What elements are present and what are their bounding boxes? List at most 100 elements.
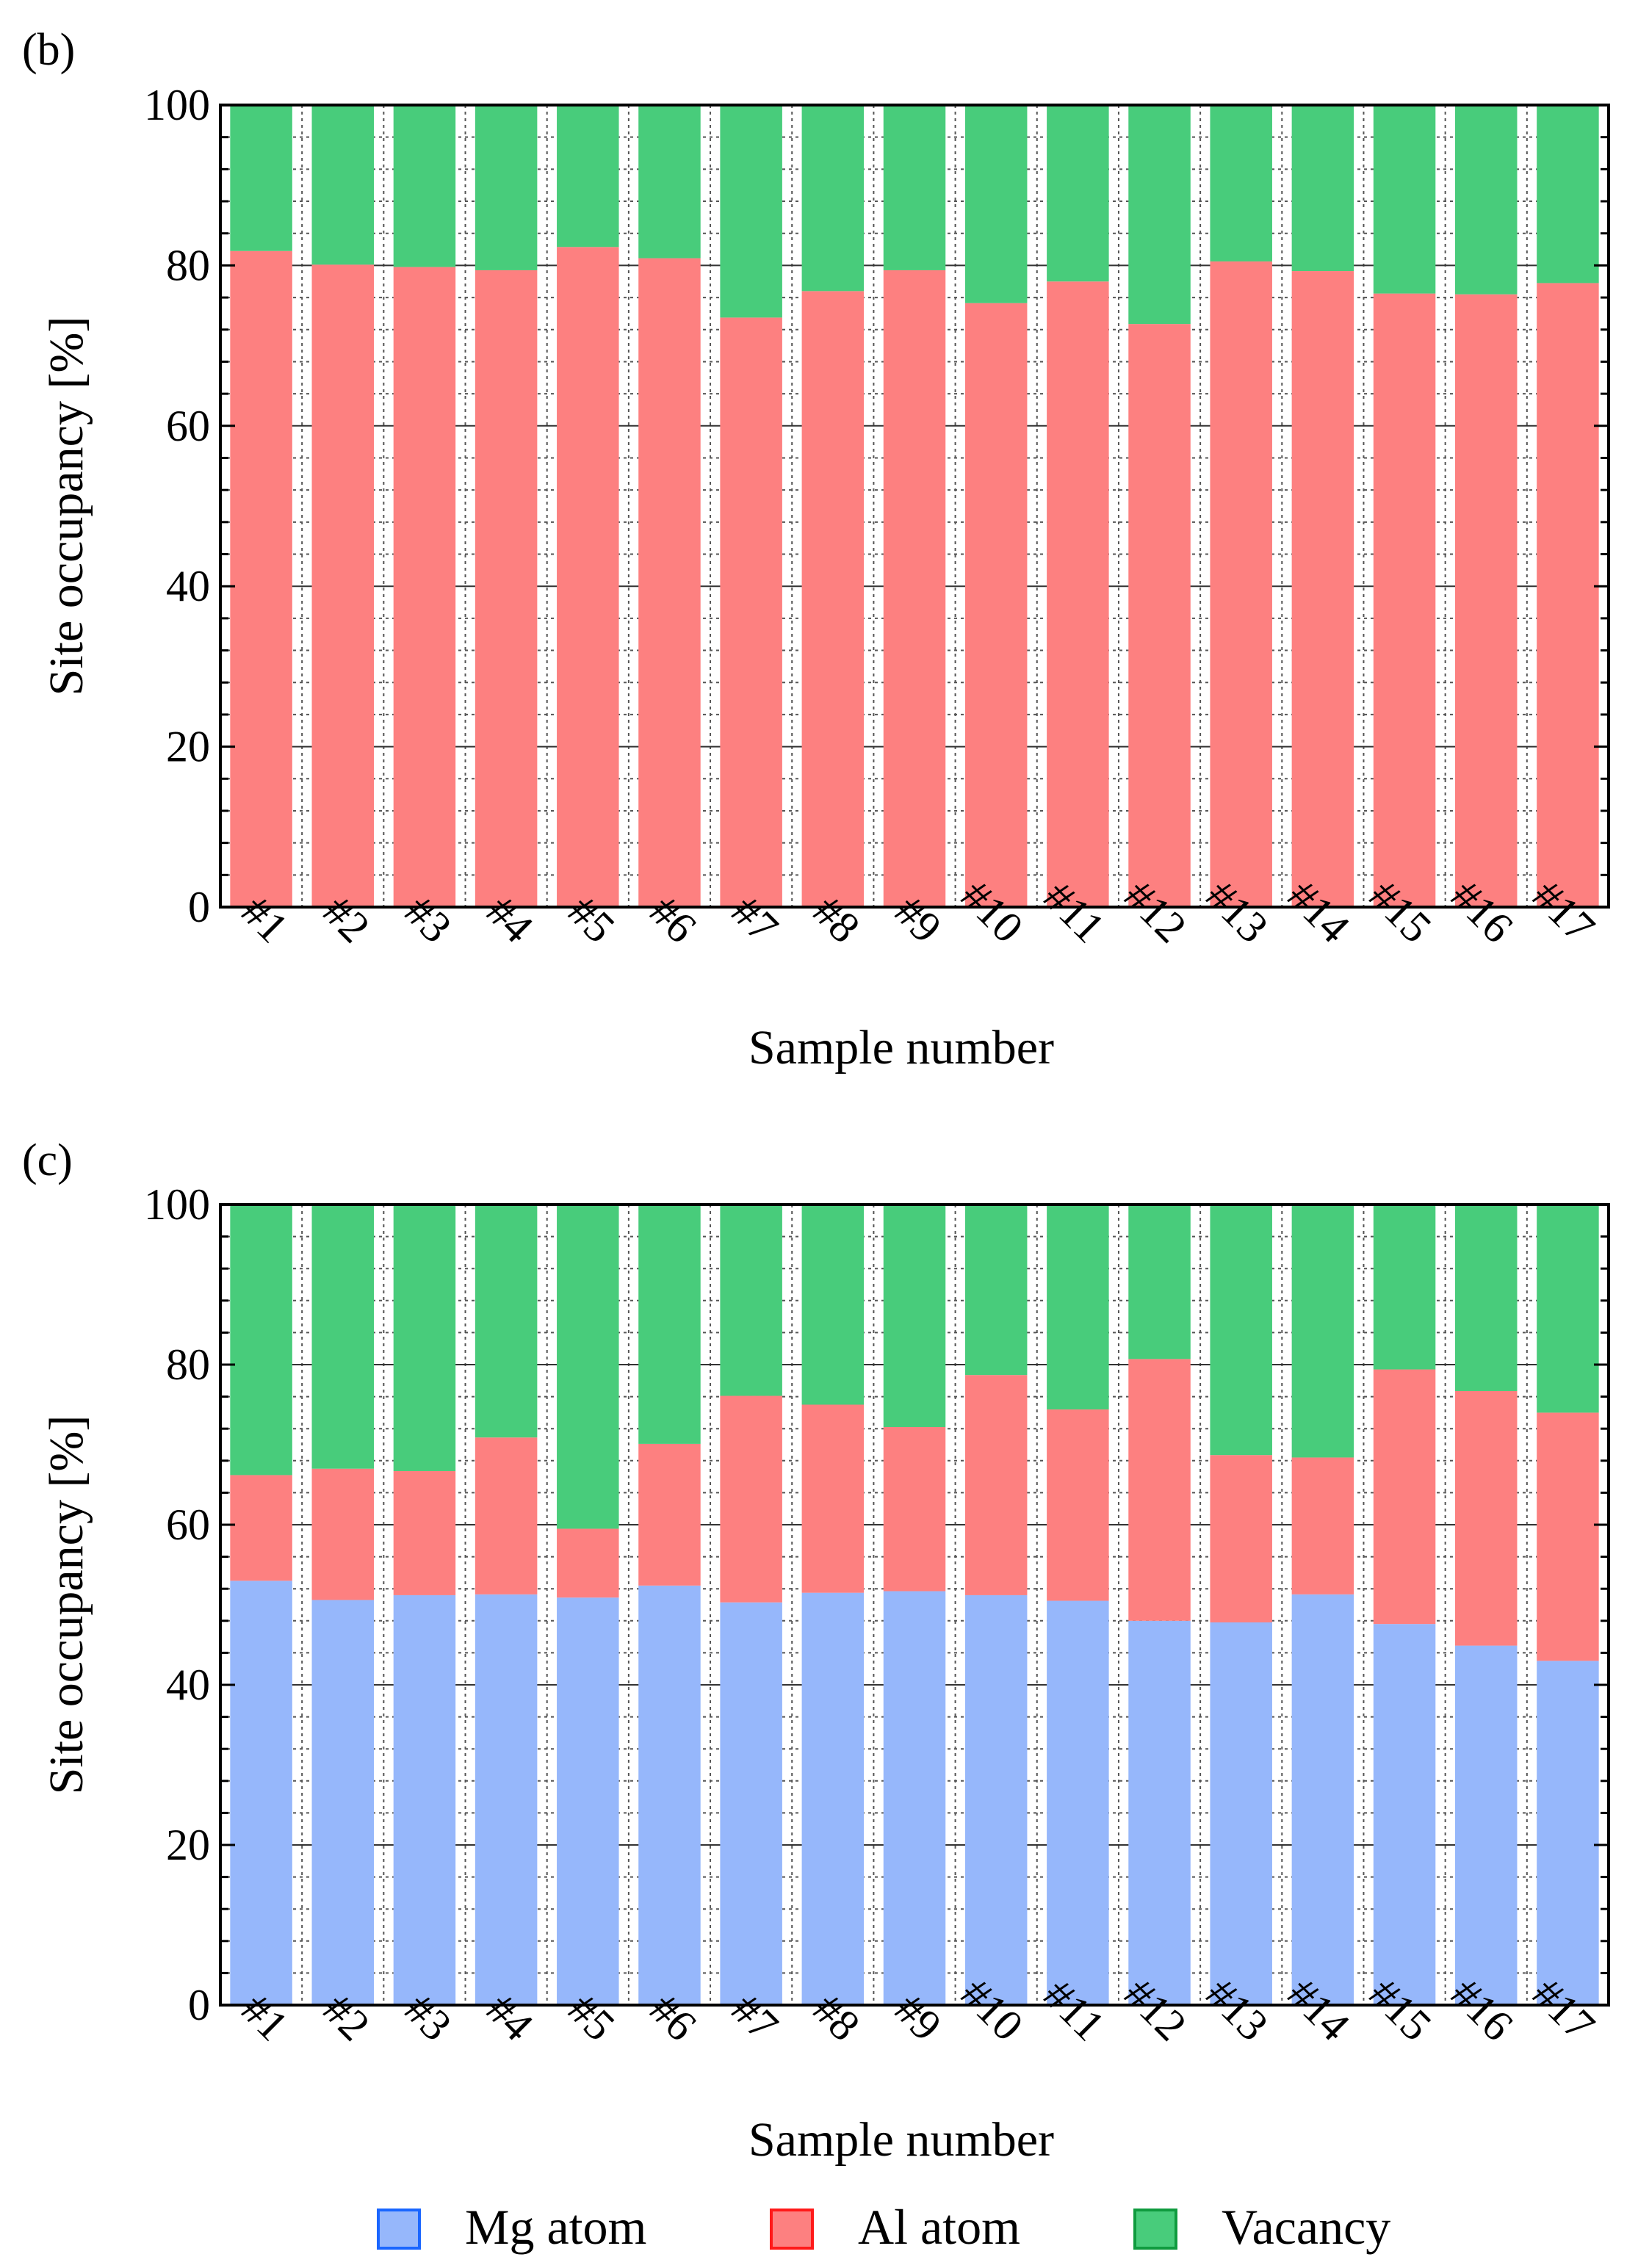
plot-frame <box>219 1203 1610 2007</box>
bar-mg <box>1373 1624 1436 2005</box>
bar-vacancy <box>1047 105 1109 282</box>
bar-al <box>638 1443 701 1586</box>
bar-al <box>1454 294 1518 907</box>
bar-vacancy <box>1454 1205 1518 1391</box>
legend-label-vacancy: Vacancy <box>1222 2199 1390 2255</box>
bar-al <box>801 291 865 907</box>
y-tick-label: 100 <box>144 1180 210 1229</box>
bar-vacancy <box>311 1205 375 1469</box>
panel-label: (b) <box>22 25 75 75</box>
bar-al <box>964 1375 1028 1595</box>
panel-label: (c) <box>22 1135 73 1185</box>
bar-vacancy <box>638 105 701 259</box>
y-axis-title: Site occupancy [%] <box>40 1415 93 1795</box>
bar-vacancy <box>801 1205 865 1405</box>
legend-swatch-vacancy <box>1133 2209 1177 2250</box>
bar-al <box>1047 1409 1109 1601</box>
x-axis-title: Sample number <box>748 2113 1054 2167</box>
bar-al <box>1454 1390 1518 1646</box>
bar-al <box>964 303 1028 907</box>
bar-mg <box>475 1594 538 2005</box>
bar-vacancy <box>1210 1205 1272 1456</box>
bar-al <box>801 1404 865 1593</box>
legend-swatch-mg <box>377 2209 421 2250</box>
bar-vacancy <box>801 105 865 292</box>
bar-mg <box>1537 1661 1599 2005</box>
bar-vacancy <box>1454 105 1518 295</box>
bar-al <box>1373 293 1436 907</box>
bar-mg <box>311 1600 375 2005</box>
bar-al <box>311 1468 375 1600</box>
y-axis-title: Site occupancy [%] <box>40 317 93 696</box>
bar-al <box>638 258 701 907</box>
y-tick-label: 40 <box>166 1661 210 1709</box>
bar-vacancy <box>1373 1205 1436 1370</box>
y-tick-label: 20 <box>166 723 210 771</box>
bar-al <box>1128 1359 1191 1621</box>
bar-vacancy <box>1047 1205 1109 1410</box>
bar-vacancy <box>638 1205 701 1444</box>
bar-al <box>1047 281 1109 907</box>
bar-al <box>1291 1457 1354 1595</box>
bar-al <box>1128 324 1191 908</box>
bar-mg <box>964 1595 1028 2005</box>
bar-mg <box>720 1602 782 2005</box>
legend-swatch-al <box>770 2209 814 2250</box>
bar-al <box>475 270 538 907</box>
bar-vacancy <box>1291 105 1354 272</box>
bar-mg <box>801 1592 865 2005</box>
bar-al <box>1210 261 1272 907</box>
legend-label-mg: Mg atom <box>465 2199 646 2255</box>
bar-al <box>393 1470 456 1595</box>
bar-al <box>1537 283 1599 907</box>
legend: Mg atom Al atom Vacancy <box>377 2199 1390 2255</box>
bar-al <box>720 1395 782 1603</box>
plot-frame <box>219 104 1610 909</box>
bar-vacancy <box>720 105 782 318</box>
bar-mg <box>1047 1600 1109 2005</box>
y-tick-label: 20 <box>166 1821 210 1869</box>
x-axis-title: Sample number <box>748 1021 1054 1075</box>
bar-vacancy <box>720 1205 782 1396</box>
bar-mg <box>1210 1622 1272 2005</box>
bar-al <box>720 317 782 907</box>
bar-vacancy <box>964 1205 1028 1376</box>
bar-vacancy <box>557 1205 619 1529</box>
bar-mg <box>1128 1620 1191 2005</box>
bar-al <box>475 1437 538 1595</box>
bar-al <box>230 250 292 907</box>
bar-vacancy <box>393 1205 456 1471</box>
y-tick-label: 60 <box>166 1500 210 1549</box>
bar-vacancy <box>475 1205 538 1438</box>
y-tick-label: 80 <box>166 1340 210 1389</box>
bar-vacancy <box>1128 105 1191 325</box>
bar-al <box>1210 1455 1272 1622</box>
bar-mg <box>393 1595 456 2005</box>
bar-mg <box>557 1597 619 2005</box>
y-tick-label: 40 <box>166 562 210 610</box>
bar-mg <box>1454 1645 1518 2005</box>
bar-mg <box>230 1581 292 2005</box>
bar-vacancy <box>883 1205 946 1428</box>
bar-vacancy <box>883 105 946 270</box>
y-tick-label: 100 <box>144 81 210 129</box>
bar-vacancy <box>311 105 375 265</box>
bar-vacancy <box>964 105 1028 303</box>
bar-vacancy <box>1373 105 1436 294</box>
bar-al <box>883 270 946 907</box>
bar-al <box>311 264 375 908</box>
bar-vacancy <box>1537 1205 1599 1413</box>
bar-mg <box>883 1591 946 2005</box>
bar-al <box>883 1427 946 1592</box>
bar-mg <box>1291 1594 1354 2005</box>
bar-al <box>393 267 456 908</box>
bar-vacancy <box>1537 105 1599 284</box>
bar-vacancy <box>557 105 619 248</box>
y-tick-label: 0 <box>188 883 210 931</box>
y-tick-label: 80 <box>166 241 210 289</box>
bar-al <box>557 247 619 907</box>
bar-vacancy <box>1291 1205 1354 1458</box>
